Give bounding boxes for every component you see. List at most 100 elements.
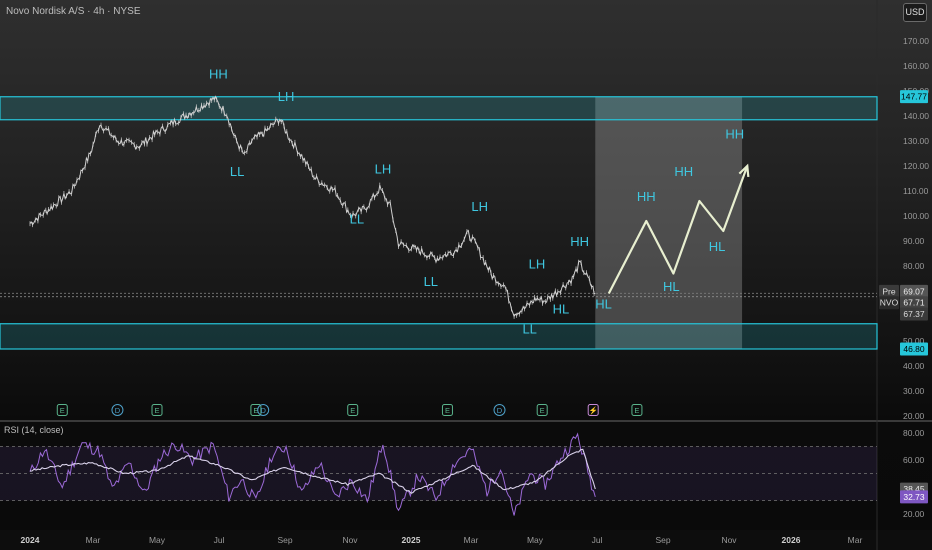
- price-tick-label: 140.00: [903, 111, 929, 121]
- price-series-line: [29, 95, 596, 318]
- price-tick-label: 170.00: [903, 36, 929, 46]
- event-marker: E: [631, 404, 643, 416]
- zone-bottom-price-label-bg: [900, 342, 928, 356]
- zone-top-price-label: 147.77: [901, 92, 927, 102]
- zone-top-price-label-bg: [900, 90, 928, 104]
- event-marker: E: [347, 404, 359, 416]
- time-axis-bg: [0, 530, 932, 550]
- price-tick-label: 160.00: [903, 61, 929, 71]
- ticker-tag-bg: [879, 296, 899, 310]
- event-icon-label: ⚡: [589, 406, 598, 415]
- earnings-icon: [56, 404, 68, 416]
- price-tick-label: 30.00: [903, 386, 925, 396]
- zone-bottom-price-label: 46.80: [903, 344, 925, 354]
- event-marker: ⚡: [587, 404, 599, 416]
- zone-support: [0, 323, 878, 350]
- time-tick-label: 2025: [402, 535, 421, 545]
- earnings-icon: [347, 404, 359, 416]
- time-tick-label: Sep: [655, 535, 670, 545]
- price-tick-label: 110.00: [903, 186, 929, 196]
- pre-market-price-label-bg: [900, 284, 928, 298]
- time-tick-label: Nov: [721, 535, 737, 545]
- annotation-label: HL: [663, 279, 680, 294]
- earnings-icon: [631, 404, 643, 416]
- rsi-title: RSI (14, close): [4, 425, 64, 435]
- price-tick-label: 90.00: [903, 236, 925, 246]
- event-icon-label: E: [253, 406, 258, 415]
- annotation-label: LH: [278, 89, 295, 104]
- close-price-label-bg: [900, 307, 928, 321]
- ticker-tag: NVO: [880, 298, 899, 308]
- earnings-icon: [536, 404, 548, 416]
- event-icon-label: E: [154, 406, 159, 415]
- pane-separator: [0, 420, 932, 422]
- time-tick-label: Jul: [592, 535, 603, 545]
- annotation-label: HL: [553, 302, 570, 317]
- price-tick-label: 20.00: [903, 411, 925, 421]
- event-marker: E: [536, 404, 548, 416]
- event-icon-label: D: [115, 406, 121, 415]
- time-tick-label: Mar: [86, 535, 101, 545]
- projection-path: [607, 165, 749, 295]
- event-icon-label: E: [634, 406, 639, 415]
- dividend-icon: [493, 404, 506, 416]
- annotation-label: HH: [637, 189, 656, 204]
- annotation-label: LL: [424, 274, 438, 289]
- event-marker: D: [111, 404, 124, 416]
- earnings-icon: [151, 404, 163, 416]
- currency-button[interactable]: USD: [903, 3, 927, 22]
- time-tick-label: 2026: [782, 535, 801, 545]
- earnings-icon: [587, 404, 599, 416]
- event-icon-label: D: [260, 406, 266, 415]
- annotation-label: LH: [529, 257, 546, 272]
- annotation-label: HH: [209, 67, 228, 82]
- time-tick-label: 2024: [21, 535, 40, 545]
- rsi-value-label-bg: [900, 490, 928, 504]
- projection-arrowhead: [738, 163, 750, 178]
- time-tick-label: Nov: [342, 535, 358, 545]
- annotation-label: LH: [471, 199, 488, 214]
- event-marker: E: [56, 404, 68, 416]
- dividend-icon: [257, 404, 270, 416]
- annotation-label: LL: [350, 212, 364, 227]
- time-tick-label: Mar: [464, 535, 479, 545]
- price-tick-label: 100.00: [903, 211, 929, 221]
- annotation-label: LL: [522, 322, 536, 337]
- rsi-line: [29, 432, 596, 516]
- event-icon-label: E: [445, 406, 450, 415]
- time-tick-label: Sep: [277, 535, 292, 545]
- event-marker: E: [441, 404, 453, 416]
- time-tick-label: Jul: [214, 535, 225, 545]
- pre-market-tag: Pre: [882, 286, 896, 296]
- time-tick-label: May: [149, 535, 166, 545]
- earnings-icon: [250, 404, 262, 416]
- price-tick-label: 120.00: [903, 161, 929, 171]
- annotation-label: HL: [709, 239, 726, 254]
- event-icon-label: E: [540, 406, 545, 415]
- annotation-label: LH: [375, 162, 392, 177]
- projection-box: [595, 96, 743, 349]
- rsi-ma-line: [29, 448, 596, 494]
- annotation-label: HH: [674, 164, 693, 179]
- last-price-label: 67.71: [903, 298, 925, 308]
- rsi-tick-label: 80.00: [903, 428, 925, 438]
- event-marker: E: [151, 404, 163, 416]
- time-tick-label: Mar: [848, 535, 863, 545]
- event-icon-label: E: [60, 406, 65, 415]
- rsi-tick-label: 60.00: [903, 455, 925, 465]
- pre-market-price-label: 69.07: [903, 286, 925, 296]
- price-tick-label: 50.00: [903, 336, 925, 346]
- event-marker: E: [250, 404, 262, 416]
- rsi-ma-value-label: 38.45: [903, 484, 925, 494]
- annotation-label: HH: [570, 234, 589, 249]
- time-tick-label: May: [527, 535, 544, 545]
- annotation-label: LL: [230, 164, 244, 179]
- rsi-tick-label: 20.00: [903, 509, 925, 519]
- dividend-icon: [111, 404, 124, 416]
- price-tick-label: 130.00: [903, 136, 929, 146]
- event-icon-label: E: [350, 406, 355, 415]
- last-price-label-bg: [900, 296, 928, 310]
- pre-market-tag-bg: [879, 284, 899, 298]
